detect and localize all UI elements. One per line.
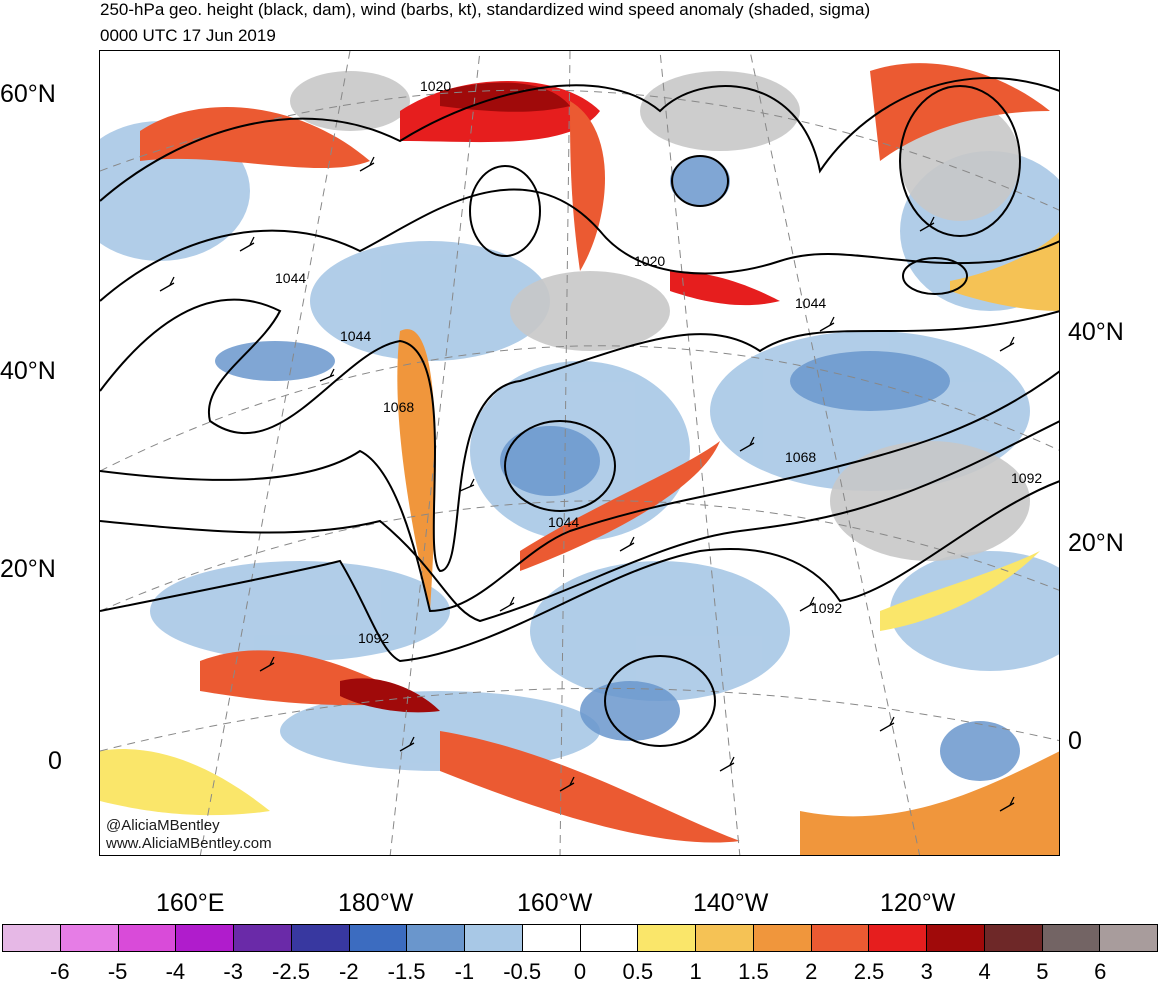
- height-contours: [100, 77, 1059, 747]
- lat-label-left: 0: [48, 747, 62, 775]
- colorbar-label: 6: [1094, 959, 1107, 984]
- contour-label: 1092: [1011, 470, 1042, 486]
- credit-website: www.AliciaMBentley.com: [106, 835, 272, 852]
- colorbar-label: -3: [223, 959, 243, 984]
- colorbar-swatch: [176, 925, 234, 951]
- lon-label: 180°W: [338, 889, 414, 917]
- contour-label: 1044: [275, 270, 306, 286]
- colorbar-swatch: [984, 925, 1043, 951]
- lon-label: 140°W: [693, 889, 769, 917]
- colorbar-swatch: [522, 925, 581, 951]
- colorbar-swatch: [291, 925, 350, 951]
- colorbar-label: -6: [50, 959, 70, 984]
- anomaly-strong-negative-field: [215, 156, 1020, 781]
- lon-label: 160°W: [517, 889, 593, 917]
- colorbar-swatch: [1042, 925, 1101, 951]
- contour-label: 1068: [785, 449, 816, 465]
- colorbar-label: -0.5: [503, 959, 542, 984]
- colorbar-label: -1: [454, 959, 475, 984]
- contour-label: 1044: [340, 328, 371, 344]
- colorbar-label: 5: [1036, 959, 1049, 984]
- contour-label: 1092: [811, 600, 842, 616]
- map-title: 250-hPa geo. height (black, dam), wind (…: [100, 0, 871, 19]
- wind-barbs: [159, 156, 1015, 812]
- colorbar-label: 1.5: [738, 959, 769, 984]
- colorbar-swatch: [869, 925, 927, 951]
- colorbar: [2, 924, 1158, 952]
- contour-label: 1044: [548, 514, 579, 530]
- colorbar-swatch: [60, 925, 119, 951]
- lat-label-left: 60°N: [0, 80, 56, 108]
- colorbar-swatch: [407, 925, 465, 951]
- map-valid-time: 0000 UTC 17 Jun 2019: [100, 26, 276, 45]
- contour-label: 1020: [634, 253, 665, 269]
- colorbar-label: 2: [805, 959, 818, 984]
- contour-label: 1068: [383, 399, 414, 415]
- colorbar-label: -1.5: [387, 959, 426, 984]
- lon-label: 120°W: [880, 889, 956, 917]
- colorbar-swatch: [696, 925, 754, 951]
- colorbar-swatch: [638, 925, 696, 951]
- colorbar-label: -5: [107, 959, 128, 984]
- anomaly-gray-field: [290, 71, 1030, 561]
- credit-handle: @AliciaMBentley: [106, 817, 220, 834]
- map-panel: 1020 1020 1044 1044 1044 1044 1068 1068 …: [99, 50, 1060, 856]
- colorbar-label: -2: [339, 959, 359, 984]
- weather-map: 1020 1020 1044 1044 1044 1044 1068 1068 …: [100, 51, 1059, 855]
- colorbar-label: 2.5: [853, 959, 885, 984]
- contour-label: 1044: [795, 295, 826, 311]
- lon-label: 160°E: [156, 889, 225, 917]
- contour-labels: 1020 1020 1044 1044 1044 1044 1068 1068 …: [275, 78, 1042, 646]
- lat-label-left: 20°N: [0, 555, 56, 583]
- colorbar-swatch: [118, 925, 177, 951]
- colorbar-label: -2.5: [272, 959, 310, 984]
- colorbar-label: 0.5: [622, 959, 654, 984]
- lat-label-left: 40°N: [0, 357, 56, 385]
- lat-label-right: 20°N: [1068, 529, 1124, 557]
- colorbar-swatch: [811, 925, 870, 951]
- colorbar-label: 4: [978, 959, 991, 984]
- colorbar-label: 0: [573, 959, 587, 984]
- colorbar-swatch: [465, 925, 523, 951]
- anomaly-positive-field: [100, 63, 1059, 855]
- colorbar-swatch: [753, 925, 812, 951]
- lat-label-right: 40°N: [1068, 318, 1124, 346]
- contour-label: 1092: [358, 630, 389, 646]
- colorbar-swatch: [349, 925, 408, 951]
- colorbar-swatch: [3, 925, 61, 951]
- colorbar-label: 1: [689, 959, 702, 984]
- colorbar-swatch: [1100, 925, 1157, 951]
- colorbar-label: 3: [920, 959, 933, 984]
- contour-label: 1020: [420, 78, 451, 94]
- colorbar-label: -4: [165, 959, 186, 984]
- colorbar-swatch: [580, 925, 639, 951]
- colorbar-swatch: [927, 925, 985, 951]
- lat-label-right: 0: [1068, 727, 1082, 755]
- colorbar-swatch: [234, 925, 292, 951]
